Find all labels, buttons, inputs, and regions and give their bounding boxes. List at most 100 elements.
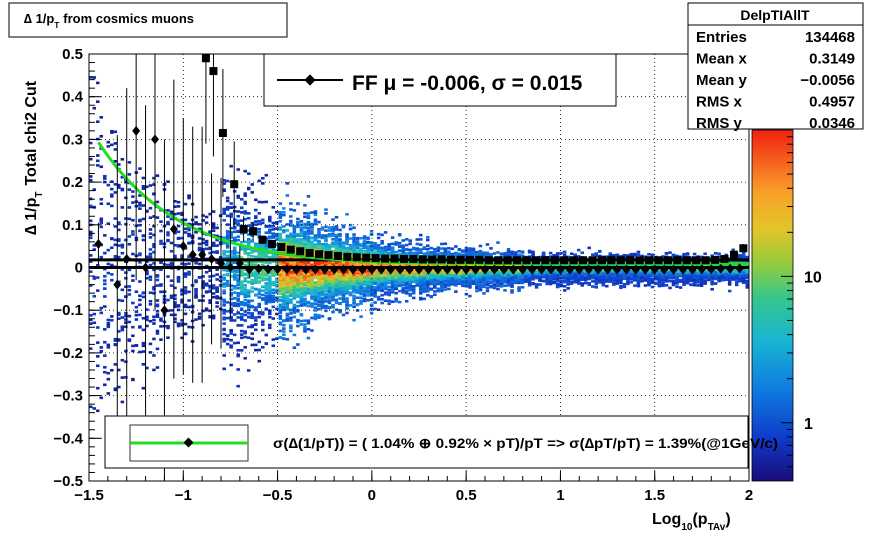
heatmap-cell [275,284,279,288]
heatmap-cell [243,263,247,267]
heatmap-cell [257,260,262,263]
heatmap-cell [222,304,226,307]
heatmap-cell [313,237,318,241]
heatmap-cell [278,241,283,245]
heatmap-cell [246,325,251,329]
heatmap-cell [120,187,125,191]
heatmap-cell [152,287,156,291]
heatmap-cell [134,305,139,309]
heatmap-cell [289,240,293,244]
heatmap-cell [303,260,307,264]
heatmap-cell [296,239,300,243]
heatmap-cell [197,222,202,226]
heatmap-cell [243,277,247,280]
heatmap-cell [334,244,339,247]
heatmap-cell [373,285,377,289]
heatmap-cell [376,236,381,240]
heatmap-cell [383,281,388,285]
heatmap-cell [264,298,269,302]
heatmap-cell [275,227,279,230]
heatmap-cell [296,293,300,296]
heatmap-cell [362,277,367,281]
heatmap-cell [225,242,230,246]
heatmap-cell [222,253,226,256]
heatmap-cell [194,293,198,297]
heatmap-cell [376,284,381,287]
heatmap-cell [296,310,300,313]
heatmap-cell [246,233,251,236]
heatmap-cell [257,219,262,223]
heatmap-cell [275,296,279,300]
heatmap-cell [292,270,297,274]
heatmap-cell [324,297,328,300]
heatmap-cell [232,269,237,272]
heatmap-cell [352,226,356,230]
heatmap-cell [138,350,142,354]
heatmap-cell [166,220,170,224]
heatmap-cell [229,274,233,278]
heatmap-cell [369,251,374,254]
heatmap-cell [225,279,230,283]
heatmap-cell [246,224,251,228]
heatmap-cell [131,274,135,278]
heatmap-cell [324,279,328,283]
heatmap-cell [229,329,233,333]
heatmap-cell [306,276,311,280]
heatmap-cell [222,298,226,302]
heatmap-cell [345,291,349,295]
heatmap-cell [250,263,254,267]
heatmap-cell [296,289,300,292]
heatmap-cell [345,286,349,290]
heatmap-cell [348,262,353,265]
heatmap-cell [222,207,226,211]
heatmap-cell [338,263,342,267]
heatmap-cell [313,313,318,317]
heatmap-cell [310,236,314,240]
heatmap-cell [239,333,244,336]
heatmap-cell [327,248,332,252]
heatmap-cell [278,227,283,231]
heatmap-cell [352,282,356,285]
heatmap-cell [264,333,269,337]
heatmap-cell [313,293,318,297]
heatmap-cell [278,210,283,214]
heatmap-cell [359,288,363,292]
heatmap-cell [355,287,360,291]
heatmap-cell [296,221,300,224]
heatmap-cell [275,277,279,280]
heatmap-cell [271,236,276,239]
heatmap-cell [268,312,272,316]
heatmap-cell [341,287,346,290]
heatmap-cell [345,284,349,288]
heatmap-cell [250,249,254,252]
heatmap-cell [103,340,107,344]
heatmap-cell [110,187,114,191]
heatmap-cell [131,349,135,353]
heatmap-cell [96,341,100,344]
heatmap-cell [250,332,254,335]
heatmap-cell [246,303,251,307]
heatmap-cell [222,332,226,336]
heatmap-cell [275,288,279,292]
heatmap-cell [180,289,184,293]
heatmap-cell [289,268,293,271]
heatmap-cell [299,303,304,307]
heatmap-cell [282,333,286,337]
heatmap-cell [96,159,100,163]
heatmap-cell [268,284,272,287]
heatmap-cell [285,307,290,311]
heatmap-cell [261,274,265,277]
heatmap-cell [208,309,212,313]
heatmap-cell [355,272,360,275]
heatmap-cell [229,288,233,292]
heatmap-cell [131,218,135,222]
heatmap-cell [208,286,212,289]
heatmap-cell [310,245,314,249]
heatmap-cell [173,303,177,307]
heatmap-cell [229,202,233,205]
heatmap-cell [106,262,111,266]
heatmap-cell [327,268,332,272]
heatmap-cell [239,303,244,306]
heatmap-cell [355,282,360,285]
heatmap-cell [131,301,135,305]
